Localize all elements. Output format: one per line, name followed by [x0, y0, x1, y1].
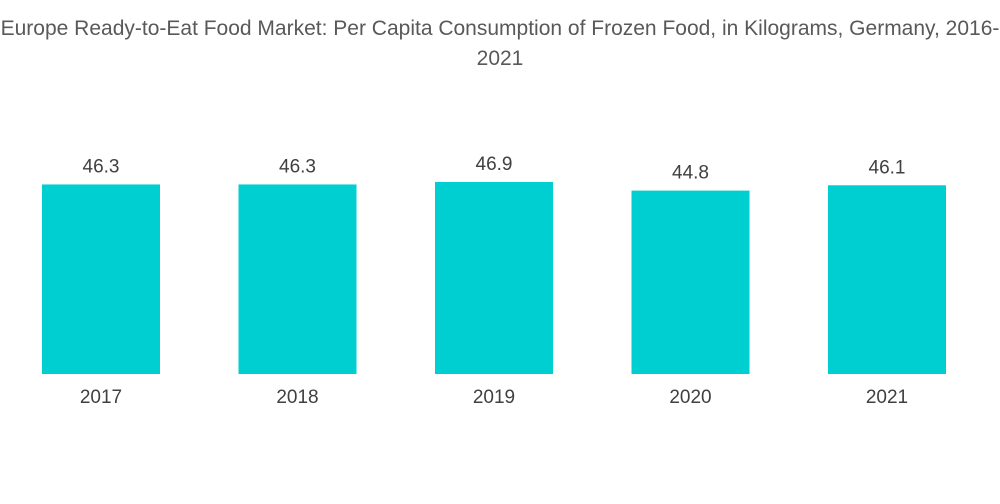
bars-layer: [42, 182, 946, 374]
value-label-2018: 46.3: [279, 156, 316, 177]
value-label-2021: 46.1: [869, 157, 906, 178]
value-label-2020: 44.8: [672, 163, 709, 184]
bar-2020: [631, 190, 750, 374]
value-label-2017: 46.3: [83, 156, 120, 177]
bar-2017: [42, 184, 160, 374]
x-tick-label-2017: 2017: [80, 387, 122, 408]
bar-2018: [238, 184, 357, 374]
x-tick-label-2019: 2019: [473, 387, 515, 408]
value-labels-layer: 46.3 46.3 46.9 44.8 46.1: [83, 154, 906, 184]
x-tick-label-2021: 2021: [866, 387, 908, 408]
x-tick-label-2018: 2018: [276, 387, 318, 408]
bar-2021: [828, 185, 946, 374]
bar-2019: [435, 182, 553, 374]
x-tick-label-2020: 2020: [669, 387, 711, 408]
value-label-2019: 46.9: [476, 154, 513, 175]
chart-title: Europe Ready-to-Eat Food Market: Per Cap…: [0, 17, 1000, 70]
x-axis-tick-labels: 2017 2018 2019 2020 2021: [80, 387, 908, 408]
